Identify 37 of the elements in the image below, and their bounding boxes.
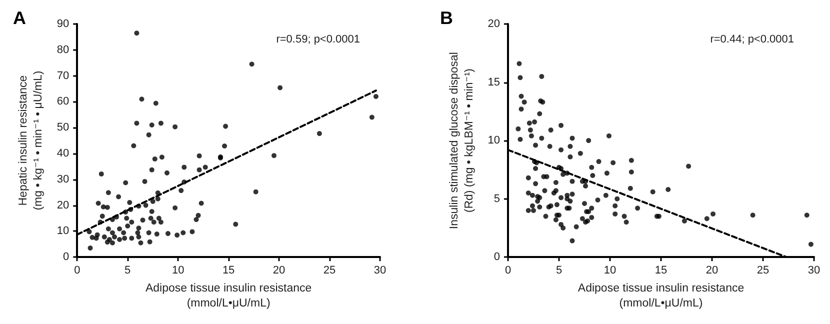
chart-title: B [440, 8, 453, 28]
y-tick-label: 10 [488, 134, 500, 147]
y-tick-label: 90 [56, 18, 70, 30]
y-tick-label: 70 [56, 70, 70, 82]
y-tick-label: 0 [63, 251, 70, 264]
y-tick-label: 50 [56, 122, 70, 134]
annotation: r=0.59; p<0.0001 [276, 34, 360, 46]
x-tick-label: 5 [124, 264, 131, 277]
x-tick-label: 15 [222, 264, 235, 277]
x-tick-label: 25 [756, 264, 770, 277]
y-tick-label: 5 [494, 192, 500, 205]
y-tick-label: 60 [56, 96, 70, 108]
x-tick-label: 30 [374, 264, 386, 277]
x-tick-label: 0 [504, 264, 512, 277]
x-axis-title: Adipose tissue insulin resistance (mmol/L•μU/mL) [145, 282, 312, 310]
y-tick-label: 30 [56, 173, 70, 186]
y-axis-title: Hepatic insulin resistance (mg • kg⁻¹ • min⁻¹ • μU/mL) [18, 70, 44, 210]
x-tick-label: 10 [172, 264, 184, 277]
annotation: r=0.44; p<0.0001 [710, 34, 794, 46]
y-tick-label: 20 [56, 199, 70, 212]
x-tick-label: 20 [272, 264, 286, 277]
x-tick-label: 0 [74, 264, 80, 277]
y-tick-label: 10 [56, 225, 70, 238]
chart-title: A [13, 8, 26, 28]
y-tick-label: 40 [56, 148, 70, 160]
x-tick-label: 20 [706, 264, 718, 277]
y-tick-label: 0 [494, 251, 500, 264]
x-axis-title: Adipose tissue insulin resistance (mmol/L•μU/mL) [578, 282, 744, 310]
y-tick-label: 80 [56, 44, 70, 56]
x-tick-label: 25 [323, 264, 336, 277]
x-tick-label: 10 [604, 264, 616, 277]
x-tick-label: 5 [556, 264, 562, 277]
y-axis-title: Insulin stimulated glucose disposal (Rd) (mg • kgLBM⁻¹ • min⁻¹) [448, 52, 476, 230]
y-tick-label: 15 [488, 76, 500, 88]
x-tick-label: 15 [654, 264, 668, 277]
y-tick-label: 20 [488, 18, 500, 30]
x-tick-label: 30 [808, 264, 820, 277]
